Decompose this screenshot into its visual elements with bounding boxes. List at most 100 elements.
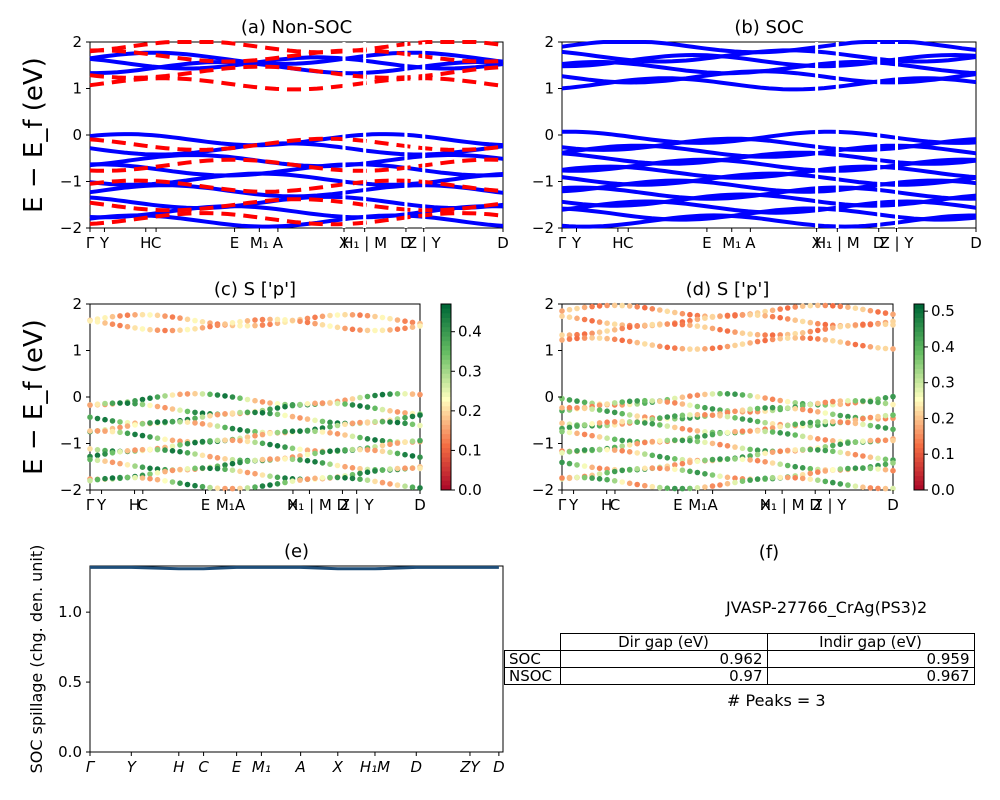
panel-d-point — [694, 403, 701, 410]
panel-d-point — [717, 326, 723, 333]
panel-d-point — [747, 312, 753, 318]
panel-c-point — [214, 411, 221, 418]
panel-c-point — [274, 320, 281, 327]
panel-d-point — [792, 330, 798, 337]
panel-c-point — [177, 419, 183, 425]
panel-b-xtick-label: Z | Y — [879, 234, 914, 252]
panel-d-point — [837, 412, 844, 419]
panel-f-title: (f) — [759, 542, 779, 563]
panel-c-point — [162, 393, 168, 399]
panel-c-point — [379, 479, 386, 486]
panel-c-colorbar-label: 0.1 — [458, 441, 482, 459]
panel-d-point — [664, 308, 671, 315]
panel-c-point — [207, 323, 213, 330]
panel-d-point — [852, 398, 859, 404]
panel-c-point — [147, 471, 153, 477]
panel-d-point — [657, 453, 663, 460]
panel-d-point — [694, 411, 701, 418]
panel-c-point — [199, 319, 206, 325]
panel-d-point — [559, 313, 565, 320]
panel-c-point — [334, 324, 341, 331]
panel-c-point — [297, 446, 303, 453]
panel-d-point — [574, 405, 580, 411]
panel-c-point — [364, 404, 371, 410]
panel-c-point — [192, 390, 198, 397]
panel-a-xtick-label: X — [339, 234, 349, 252]
panel-d-point — [581, 335, 588, 341]
panel-c-point — [402, 414, 408, 421]
panel-d-point — [634, 398, 640, 404]
panel-d-point — [679, 437, 686, 444]
gap-table-row: NSOC 0.97 0.967 — [504, 667, 975, 685]
panel-c-point — [124, 448, 131, 454]
panel-d-colorbar-segment — [914, 336, 924, 342]
panel-d-point — [642, 341, 648, 347]
panel-d-point — [589, 335, 595, 341]
panel-d-point — [739, 478, 746, 485]
panel-c-point — [267, 473, 273, 480]
panel-d-colorbar-segment — [914, 322, 924, 328]
panel-c-point — [417, 412, 423, 419]
panel-d-point — [845, 440, 851, 446]
panel-c-point — [334, 400, 341, 407]
panel-d-point — [754, 331, 761, 338]
panel-c-point — [169, 467, 176, 474]
panel-d-point — [642, 465, 648, 472]
panel-d-point — [702, 412, 708, 418]
panel-d-ytick-label: −2 — [532, 481, 554, 499]
panel-d-point — [657, 465, 663, 472]
panel-c-point — [282, 479, 288, 486]
panel-c-point — [237, 409, 243, 416]
panel-a-xtick-label: Z | Y — [407, 234, 442, 252]
panel-d-point — [679, 321, 686, 328]
panel-e-xtick-label: Γ — [86, 758, 96, 776]
panel-d-point — [882, 345, 889, 352]
panel-d-point — [566, 397, 573, 403]
panel-c-point — [327, 461, 333, 468]
panel-c-point — [259, 456, 266, 463]
panel-c-point — [117, 429, 123, 436]
panel-d-point — [574, 448, 580, 454]
panel-c-point — [207, 413, 213, 419]
panel-c-point — [199, 483, 206, 490]
panel-c-point — [237, 318, 243, 325]
panel-d-point — [626, 449, 633, 455]
panel-d-point — [702, 404, 708, 411]
panel-d-point — [807, 407, 814, 414]
panel-d-point — [709, 391, 716, 397]
panel-c-point — [94, 447, 101, 453]
panel-c-point — [214, 392, 221, 398]
panel-d-point — [792, 475, 798, 481]
panel-d-point — [559, 475, 565, 481]
panel-a-xtick-label: Y — [99, 234, 110, 252]
panel-b-band-line — [561, 143, 977, 159]
panel-c-point — [139, 311, 146, 318]
panel-c-point — [117, 419, 123, 425]
row-label-soc: SOC — [504, 650, 561, 668]
panel-c-point — [274, 456, 281, 462]
panel-d-point — [581, 474, 588, 481]
panel-c-colorbar-segment — [441, 410, 451, 417]
panel-c-point — [154, 435, 161, 442]
panel-c-xtick-label: H₁ | M — [287, 496, 332, 514]
panel-d-colorbar-segment — [914, 420, 924, 426]
panel-d-point — [815, 419, 821, 425]
panel-c-point — [192, 465, 198, 472]
panel-b-xtick-label: E — [702, 234, 711, 252]
panel-d-point — [626, 338, 633, 345]
panel-c-point — [417, 391, 423, 398]
panel-e-xtick-label: Y — [127, 758, 138, 776]
panel-c-point — [319, 429, 326, 435]
panel-c-point — [237, 437, 243, 444]
panel-d-colorbar-label: 0.5 — [931, 302, 955, 320]
panel-c-point — [154, 394, 161, 400]
panel-d-colorbar-segment — [914, 387, 924, 393]
panel-b-ytick-label: −2 — [532, 219, 554, 237]
panel-c-point — [372, 418, 378, 425]
panel-d-colorbar-label: 0.0 — [931, 481, 955, 499]
panel-d-colorbar-segment — [914, 429, 924, 435]
panel-d-point — [747, 340, 753, 346]
panel-d-point — [822, 437, 829, 443]
panel-d-point — [830, 479, 836, 486]
